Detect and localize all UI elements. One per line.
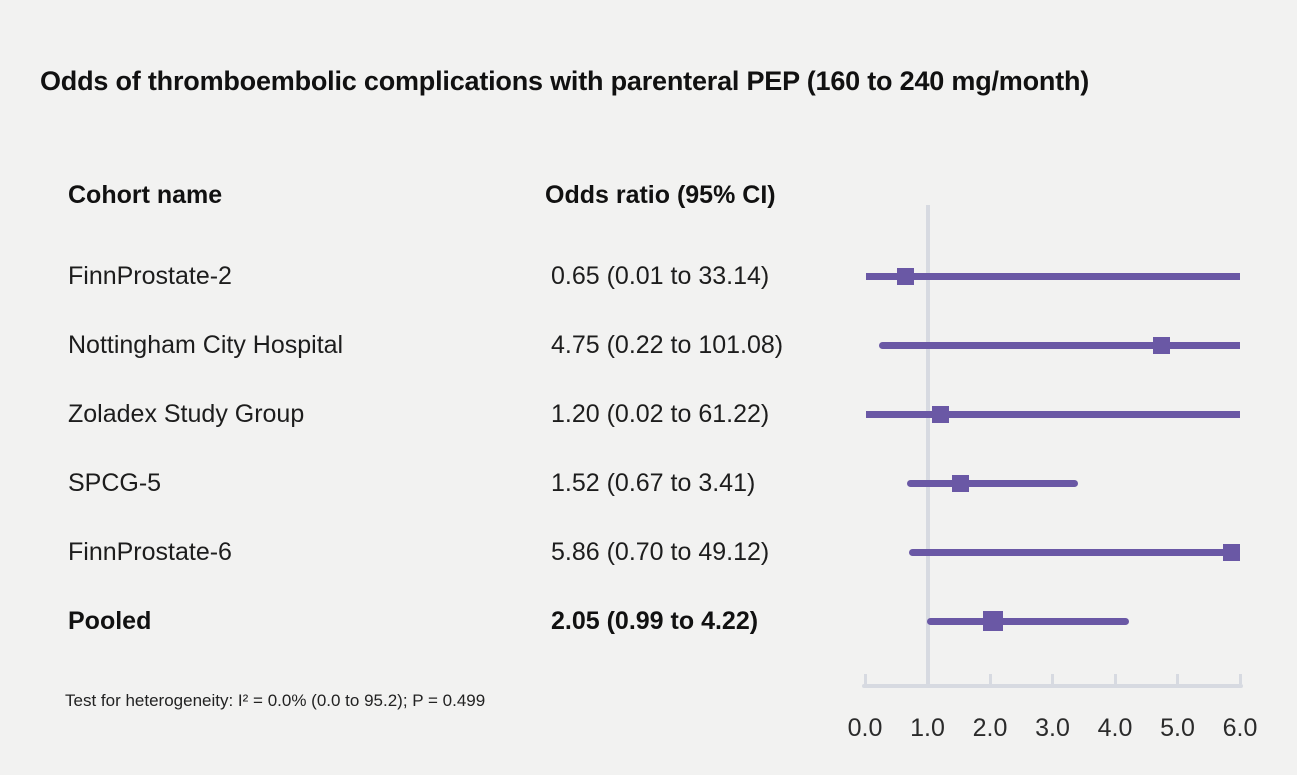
odds-ratio-marker [931, 405, 949, 423]
study-or-label: 1.52 (0.67 to 3.41) [551, 469, 756, 497]
axis-tick-label: 3.0 [1035, 714, 1070, 742]
odds-ratio-marker [897, 267, 915, 285]
study-or-label: 1.20 (0.02 to 61.22) [551, 400, 770, 428]
column-header-odds-ratio: Odds ratio (95% CI) [545, 181, 776, 209]
axis-tick [863, 674, 867, 684]
study-row-label: Zoladex Study Group [68, 400, 305, 428]
confidence-interval-line [906, 479, 1079, 487]
study-row-label: SPCG-5 [68, 469, 162, 497]
axis-tick-label: 0.0 [847, 714, 883, 742]
study-row-label: Nottingham City Hospital [68, 331, 344, 359]
chart-title: Odds of thromboembolic complications wit… [40, 66, 1090, 96]
axis-tick-label: 6.0 [1222, 714, 1258, 742]
confidence-interval-line [908, 548, 1240, 556]
x-axis-line [862, 684, 1243, 688]
axis-tick [988, 674, 992, 684]
study-row-label: FinnProstate-2 [68, 262, 232, 290]
confidence-interval-line [926, 617, 1129, 625]
axis-tick [1113, 674, 1117, 684]
axis-tick [1051, 674, 1054, 684]
odds-ratio-marker [1222, 543, 1240, 561]
confidence-interval-line [878, 341, 1240, 349]
odds-ratio-marker [983, 611, 1004, 631]
study-or-label: 4.75 (0.22 to 101.08) [551, 331, 784, 359]
study-or-label: 0.65 (0.01 to 33.14) [551, 262, 770, 290]
axis-tick [1176, 674, 1179, 684]
column-header-cohort-name: Cohort name [68, 181, 223, 209]
odds-ratio-marker [1153, 336, 1171, 354]
study-or-label: 5.86 (0.70 to 49.12) [551, 538, 770, 566]
odds-ratio-marker [951, 474, 969, 492]
study-row-label: FinnProstate-6 [68, 538, 232, 566]
axis-tick-label: 1.0 [910, 714, 945, 742]
study-or-label: 2.05 (0.99 to 4.22) [551, 607, 759, 635]
axis-tick-label: 4.0 [1097, 714, 1133, 742]
study-row-label: Pooled [68, 607, 152, 635]
confidence-interval-line [865, 272, 1240, 280]
reference-line [925, 205, 930, 688]
heterogeneity-footnote: Test for heterogeneity: I² = 0.0% (0.0 t… [65, 691, 486, 710]
axis-tick [1238, 674, 1242, 684]
axis-tick-label: 5.0 [1160, 714, 1195, 742]
axis-tick-label: 2.0 [972, 714, 1008, 742]
confidence-interval-line [866, 410, 1240, 418]
